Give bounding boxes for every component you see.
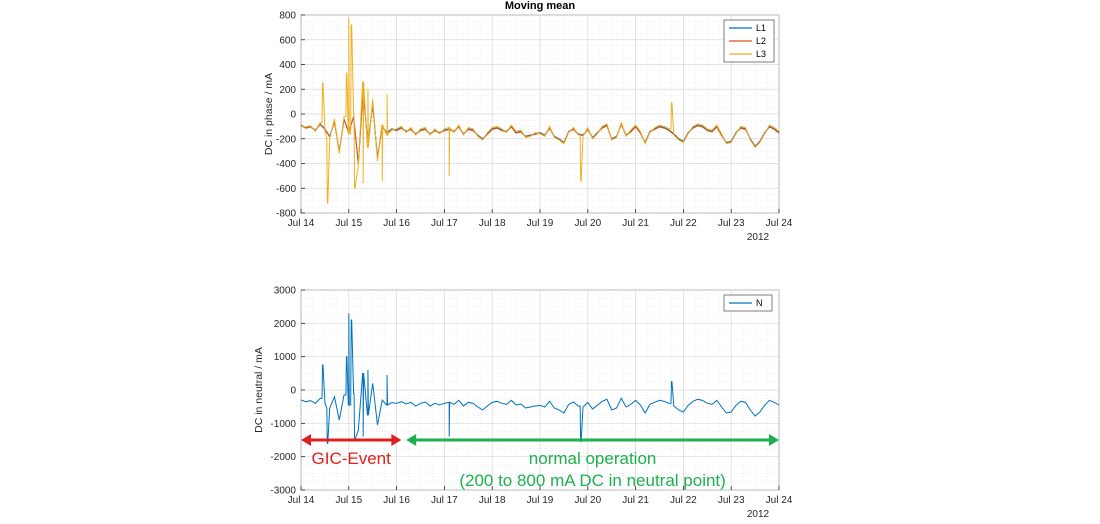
annotation-arrow-head-left bbox=[301, 434, 311, 446]
x-tick-label: Jul 24 bbox=[766, 495, 793, 506]
x-tick-label: Jul 21 bbox=[622, 495, 649, 506]
y-tick-label: 400 bbox=[279, 60, 296, 71]
x-tick-label: Jul 17 bbox=[431, 218, 458, 229]
bottom-y-axis-label: DC in neutral / mA bbox=[253, 347, 265, 433]
legend-label-l3: L3 bbox=[756, 49, 766, 59]
x-tick-label: Jul 14 bbox=[288, 218, 315, 229]
y-tick-label: -3000 bbox=[270, 486, 296, 497]
x-tick-label: Jul 24 bbox=[766, 218, 793, 229]
y-tick-label: 3000 bbox=[274, 286, 297, 297]
bottom-y-ticks: -3000 -2000 -1000 0 1000 2000 3000 bbox=[270, 286, 305, 497]
x-tick-label: Jul 17 bbox=[431, 495, 458, 506]
y-tick-label: 1000 bbox=[274, 352, 297, 363]
series-line-l3 bbox=[300, 17, 780, 204]
y-tick-label: -400 bbox=[276, 159, 296, 170]
y-tick-label: -200 bbox=[276, 134, 296, 145]
annotation-arrow-head-right bbox=[769, 434, 779, 446]
x-tick-label: Jul 20 bbox=[574, 495, 601, 506]
top-x-ticks: Jul 14 Jul 15 Jul 16 Jul 17 Jul 18 Jul 19 Jul … bbox=[288, 209, 793, 229]
legend-label-l2: L2 bbox=[756, 36, 766, 46]
x-tick-label: Jul 18 bbox=[479, 495, 506, 506]
y-tick-label: -800 bbox=[276, 209, 296, 220]
y-tick-label: -1000 bbox=[270, 419, 296, 430]
annotation-arrow-head-right bbox=[391, 434, 402, 446]
top-y-axis-label: DC in phase / mA bbox=[263, 73, 275, 155]
y-tick-label: 0 bbox=[290, 110, 296, 121]
y-tick-label: 800 bbox=[279, 11, 296, 22]
x-tick-label: Jul 15 bbox=[335, 495, 362, 506]
x-tick-label: Jul 21 bbox=[622, 218, 649, 229]
top-series-lines bbox=[300, 17, 780, 204]
bottom-legend: N bbox=[723, 294, 773, 312]
x-tick-label: Jul 16 bbox=[383, 495, 410, 506]
x-tick-label: Jul 19 bbox=[527, 218, 554, 229]
top-x-year-label: 2012 bbox=[747, 232, 770, 243]
bottom-series-lines bbox=[300, 313, 780, 444]
top-y-ticks: -800 -600 -400 -200 0 200 400 600 800 bbox=[276, 11, 305, 220]
x-tick-label: Jul 23 bbox=[718, 218, 745, 229]
bottom-x-ticks: Jul 14 Jul 15 Jul 16 Jul 17 Jul 18 Jul 19 Jul … bbox=[288, 486, 793, 506]
y-tick-label: 2000 bbox=[274, 319, 297, 330]
y-tick-label: -600 bbox=[276, 184, 296, 195]
x-tick-label: Jul 23 bbox=[718, 495, 745, 506]
annotation-arrow-head-left bbox=[406, 434, 417, 446]
x-tick-label: Jul 19 bbox=[527, 495, 554, 506]
legend-label-n: N bbox=[756, 298, 763, 308]
x-tick-label: Jul 14 bbox=[288, 495, 315, 506]
top-legend: L1 L2 L3 bbox=[723, 19, 775, 63]
annotation-label: normal operation bbox=[529, 449, 657, 468]
annotation-label: GIC-Event bbox=[312, 449, 392, 468]
y-tick-label: -2000 bbox=[270, 452, 296, 463]
bottom-annotations: GIC-Event normal operation (200 to 800 mA … bbox=[301, 434, 779, 490]
x-tick-label: Jul 22 bbox=[670, 495, 697, 506]
top-chart-title: Moving mean bbox=[505, 0, 576, 12]
x-tick-label: Jul 22 bbox=[670, 218, 697, 229]
x-tick-label: Jul 15 bbox=[335, 218, 362, 229]
x-tick-label: Jul 20 bbox=[574, 218, 601, 229]
y-tick-label: 200 bbox=[279, 85, 296, 96]
legend-label-l1: L1 bbox=[756, 23, 766, 33]
bottom-grid bbox=[300, 289, 780, 491]
x-tick-label: Jul 16 bbox=[383, 218, 410, 229]
y-tick-label: 600 bbox=[279, 35, 296, 46]
bottom-x-year-label: 2012 bbox=[747, 509, 770, 520]
annotation-sublabel: (200 to 800 mA DC in neutral point) bbox=[459, 471, 725, 490]
y-tick-label: 0 bbox=[290, 386, 296, 397]
x-tick-label: Jul 18 bbox=[479, 218, 506, 229]
series-line-n bbox=[300, 313, 780, 444]
